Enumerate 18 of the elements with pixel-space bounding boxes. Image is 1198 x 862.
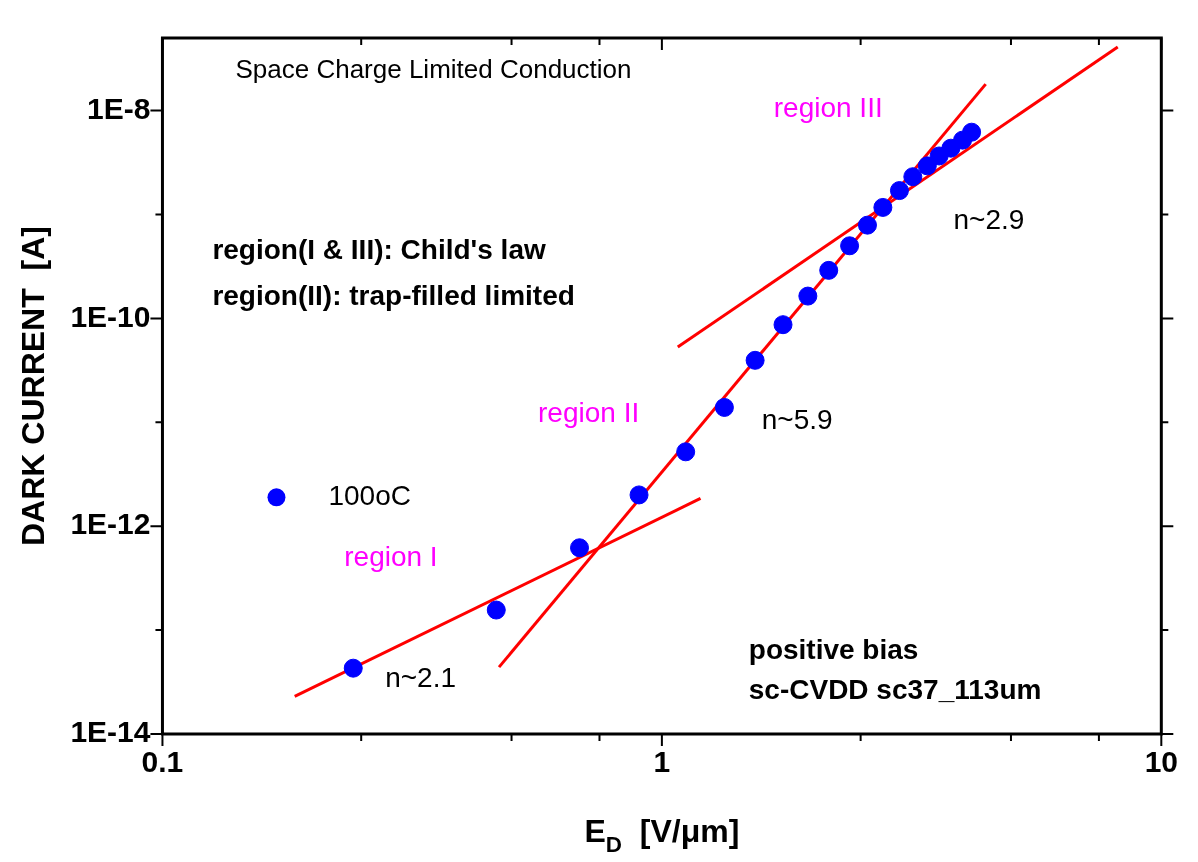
y-tick-label: 1E-8 [87, 91, 151, 125]
annotation: n~2.9 [953, 204, 1025, 236]
text: Space Charge Limited Conduction [235, 54, 632, 85]
annotation: region I [344, 541, 438, 573]
annotation: positive bias [748, 633, 919, 665]
legend-label: 100oC [328, 480, 411, 512]
y-tick-label: 1E-10 [70, 299, 151, 333]
annotation: region(II): trap-filled limited [212, 279, 575, 311]
y-tick-label: 1E-12 [70, 507, 151, 541]
annotation: n~5.9 [761, 404, 833, 436]
annotation: sc-CVDD sc37_113um [748, 673, 1042, 705]
annotation: region III [773, 91, 883, 123]
y-axis-title: DARK CURRENT [A] [15, 226, 52, 546]
x-tick-label: 1 [653, 745, 671, 779]
annotation: n~2.1 [385, 662, 457, 694]
annotation: region(I & III): Child's law [212, 234, 546, 266]
annotation: region II [538, 396, 640, 428]
x-tick-label: 10 [1144, 745, 1178, 779]
